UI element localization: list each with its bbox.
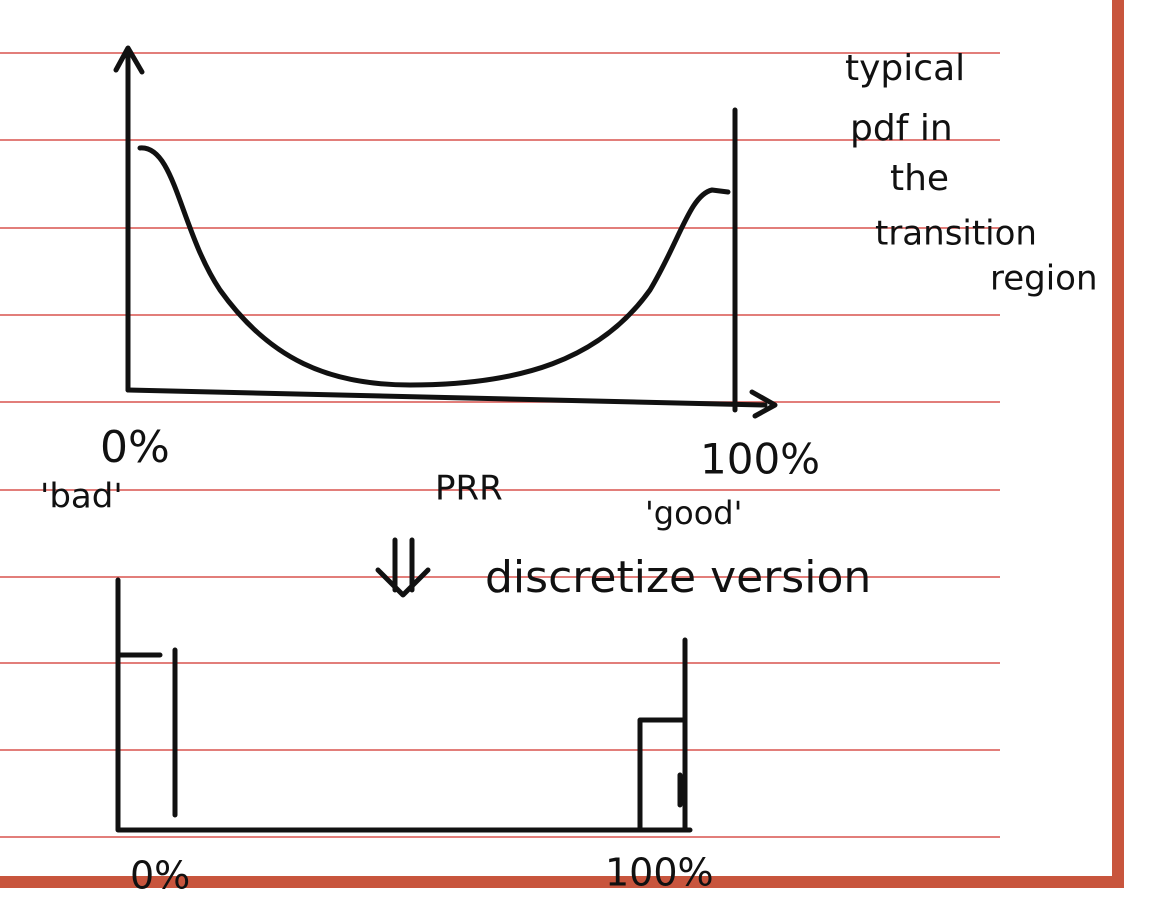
x-end-label: 100% <box>700 435 820 484</box>
annotation-line: typical <box>845 48 965 89</box>
x-axis-label: PRR <box>435 469 503 509</box>
ruled-lines <box>0 52 1000 838</box>
bottom-plot: 0% 100% <box>115 577 714 898</box>
axes <box>115 577 693 833</box>
right-bar <box>637 637 688 833</box>
x-end-label: 100% <box>605 851 714 895</box>
annotation-line: region <box>990 259 1098 299</box>
x-end-note: 'good' <box>645 494 742 532</box>
down-arrow <box>375 537 431 598</box>
top-plot: 0% 'bad' 100% 'good' PRR <box>40 45 820 532</box>
x-start-label: 0% <box>100 422 170 473</box>
arrow-label: discretize version <box>485 552 871 603</box>
annotation-line: pdf in <box>850 108 953 149</box>
left-bar <box>115 647 178 818</box>
x-start-label: 0% <box>130 854 190 898</box>
pdf-curve <box>137 145 731 388</box>
x-axis <box>125 387 778 419</box>
page-border <box>0 0 1124 888</box>
y-axis <box>113 45 145 393</box>
x-start-note: 'bad' <box>40 477 123 517</box>
annotation-line: transition <box>875 214 1037 254</box>
annotation-line: the <box>890 158 949 199</box>
annotation: typical pdf in the transition region <box>845 48 1098 299</box>
